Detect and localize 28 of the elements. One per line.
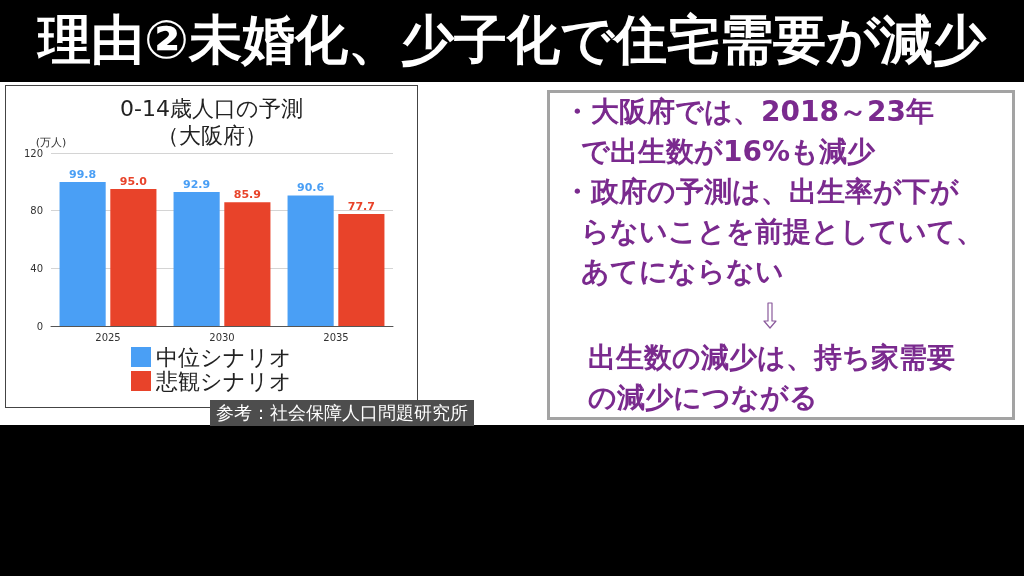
x-tick-label: 2030: [209, 331, 235, 343]
data-label: 77.7: [347, 199, 375, 213]
x-tick-label: 2025: [95, 331, 121, 343]
y-tick-label: 0: [36, 320, 43, 332]
bar: [287, 195, 334, 326]
y-tick-label: 40: [30, 262, 43, 274]
y-axis-title: (万人): [35, 136, 67, 150]
data-label: 95.0: [119, 175, 148, 189]
text: 出生数の減少は、持ち家需要の減少につながる: [588, 340, 956, 416]
bar: [173, 192, 220, 326]
text: 参考：社会保障人口問題研究所: [210, 400, 474, 426]
x-tick-label: 2035: [323, 331, 349, 343]
bar: [224, 202, 271, 326]
y-tick-label: 120: [23, 147, 43, 159]
data-label: 92.9: [183, 178, 211, 192]
text: ・政府の予測は、出生率が下がらないことを前提としていて、あてにならない: [562, 174, 985, 290]
bar: [110, 189, 157, 326]
chart-title: 0-14歳人口の予測（大阪府）: [120, 96, 303, 148]
text: ・大阪府では、2018～23年で出生数が16%も減少: [562, 94, 935, 170]
legend-label: 中位シナリオ: [156, 344, 292, 370]
y-tick-label: 80: [30, 205, 43, 217]
text: 理由②未婚化、少子化で住宅需要が減少: [36, 8, 988, 72]
data-label: 99.8: [69, 168, 97, 182]
legend-label: 悲観シナリオ: [155, 368, 292, 394]
data-label: 90.6: [297, 181, 325, 195]
bar: [59, 182, 106, 326]
data-label: 85.9: [233, 188, 261, 202]
bar: [338, 213, 385, 326]
